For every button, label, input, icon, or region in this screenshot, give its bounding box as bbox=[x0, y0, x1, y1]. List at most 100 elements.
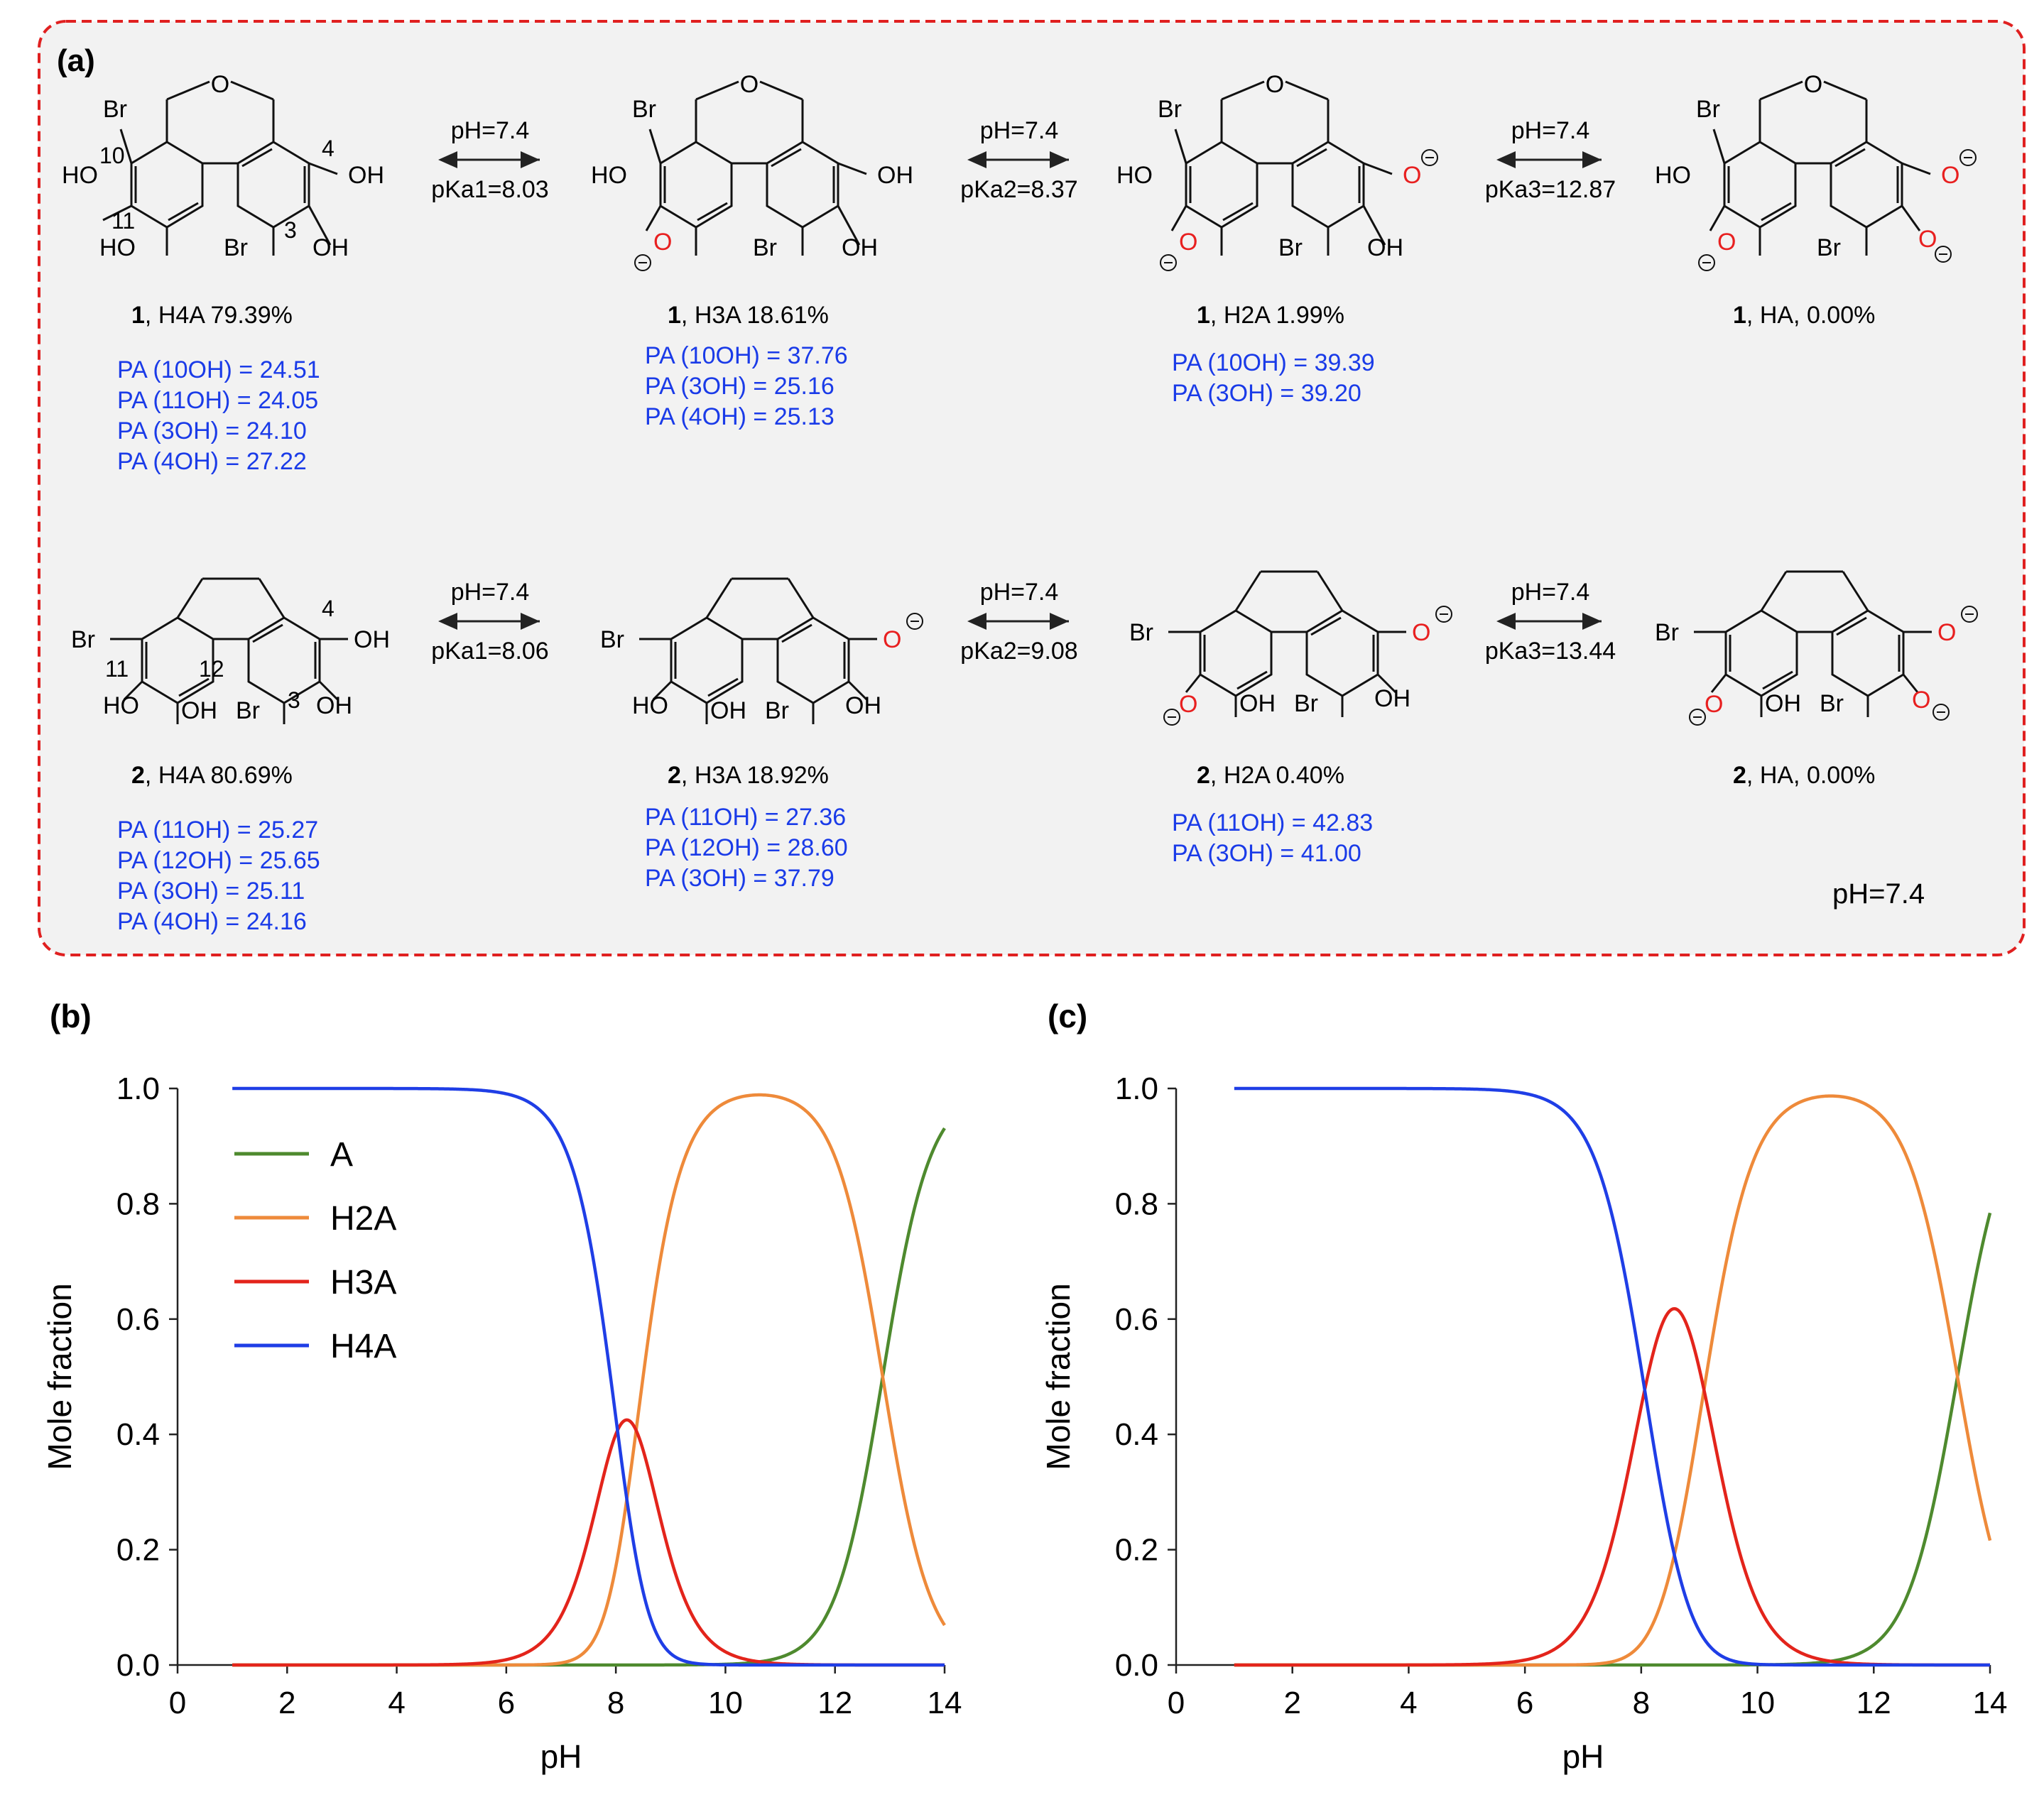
x-tick-label: 8 bbox=[607, 1686, 624, 1720]
pa-value: PA (3OH) = 41.00 bbox=[1172, 840, 1361, 867]
position-label: 10 bbox=[99, 143, 125, 168]
eq-ph: pH=7.4 bbox=[1511, 579, 1590, 606]
panel-c: (c) 0.0 0.2 0.4 0.6 0.8 1.0 0 2 4 6 8 10 12 14 pH Mole … bbox=[1040, 998, 2007, 1775]
eq-pka: pKa3=13.44 bbox=[1485, 638, 1616, 665]
oh-label: OH bbox=[316, 692, 352, 719]
pa-value: PA (3OH) = 25.11 bbox=[117, 878, 305, 905]
legend-label-a: A bbox=[330, 1136, 353, 1174]
br-label: Br bbox=[236, 697, 260, 724]
panel-b: (b) 0.0 0.2 0.4 0.6 0.8 1.0 0 2 4 6 8 10 12 14 pH Mole … bbox=[41, 998, 962, 1775]
br-label: Br bbox=[1696, 96, 1720, 123]
x-tick-label: 4 bbox=[388, 1686, 405, 1720]
x-tick-label: 14 bbox=[1973, 1686, 2008, 1720]
anion-oxygen: O bbox=[1918, 226, 1937, 253]
ring-oxygen: O bbox=[1804, 71, 1822, 98]
br-label: Br bbox=[753, 234, 777, 261]
x-tick-label: 14 bbox=[928, 1686, 962, 1720]
y-tick-label: 0.4 bbox=[116, 1417, 160, 1452]
pa-value: PA (10OH) = 39.39 bbox=[1172, 349, 1375, 376]
y-tick-label: 0.4 bbox=[1115, 1417, 1158, 1452]
br-label: Br bbox=[1817, 234, 1841, 261]
anion-oxygen: O bbox=[1412, 619, 1430, 646]
pa-value: PA (11OH) = 24.05 bbox=[117, 387, 318, 414]
y-tick-label: 0.0 bbox=[116, 1648, 160, 1683]
eq-pka: pKa1=8.06 bbox=[431, 638, 548, 665]
series-line-h3a bbox=[1234, 1306, 1991, 1667]
pa-value: PA (4OH) = 25.13 bbox=[645, 403, 835, 430]
series-line-h2a bbox=[1234, 1094, 1992, 1667]
y-tick-label: 1.0 bbox=[1115, 1071, 1158, 1106]
pa-value: PA (11OH) = 27.36 bbox=[645, 804, 846, 831]
br-label: Br bbox=[632, 96, 656, 123]
x-tick-label: 0 bbox=[169, 1686, 186, 1720]
position-label: 3 bbox=[284, 217, 297, 243]
ring-oxygen: O bbox=[740, 71, 759, 98]
series-line-h4a bbox=[1234, 1086, 1991, 1667]
anion-oxygen: O bbox=[883, 626, 901, 653]
br-label: Br bbox=[224, 234, 248, 261]
y-tick-label: 0.2 bbox=[1115, 1533, 1158, 1568]
pa-value: PA (10OH) = 24.51 bbox=[117, 356, 320, 383]
equilibrium-2-1: pH=7.4 pKa1=8.06 bbox=[431, 579, 548, 665]
pa-list-2-h3a: PA (11OH) = 27.36 PA (12OH) = 28.60 PA (… bbox=[645, 804, 848, 892]
y-axis-label: Mole fraction bbox=[41, 1283, 78, 1470]
anion-oxygen: O bbox=[653, 229, 672, 256]
ph-note: pH=7.4 bbox=[1832, 878, 1925, 910]
oh-label: OH bbox=[1765, 690, 1801, 717]
y-tick-label: 0.8 bbox=[1115, 1186, 1158, 1221]
series-line-h3a bbox=[232, 1418, 945, 1667]
x-tick-label: 4 bbox=[1400, 1686, 1417, 1720]
ho-label: HO bbox=[1116, 162, 1153, 189]
structure-1-ha: O Br HO O Br O O bbox=[1655, 71, 1977, 271]
br-label: Br bbox=[1820, 690, 1844, 717]
oh-label: OH bbox=[312, 234, 349, 261]
panel-c-label: (c) bbox=[1048, 998, 1087, 1034]
eq-ph: pH=7.4 bbox=[980, 579, 1059, 606]
x-tick-label: 0 bbox=[1168, 1686, 1185, 1720]
x-axis-label: pH bbox=[1562, 1738, 1604, 1775]
species-caption: 1, H3A 18.61% bbox=[668, 302, 829, 329]
oh-label: OH bbox=[1239, 690, 1276, 717]
eq-pka: pKa2=9.08 bbox=[960, 638, 1077, 665]
pa-list-1-h3a: PA (10OH) = 37.76 PA (3OH) = 25.16 PA (4… bbox=[645, 342, 848, 430]
x-tick-label: 2 bbox=[278, 1686, 295, 1720]
series-line-a bbox=[1234, 1212, 1992, 1667]
y-axis-label: Mole fraction bbox=[1040, 1283, 1077, 1470]
y-tick-label: 0.6 bbox=[116, 1302, 160, 1337]
equilibrium-2-2: pH=7.4 pKa2=9.08 bbox=[960, 579, 1077, 665]
y-tick-label: 1.0 bbox=[116, 1071, 160, 1106]
anion-oxygen: O bbox=[1179, 229, 1197, 256]
oh-label: OH bbox=[181, 697, 217, 724]
y-tick-label: 0.2 bbox=[116, 1533, 160, 1568]
legend-label-h3a: H3A bbox=[330, 1264, 396, 1301]
equilibrium-1-2: pH=7.4 pKa2=8.37 bbox=[960, 117, 1077, 203]
x-tick-label: 10 bbox=[708, 1686, 743, 1720]
br-label: Br bbox=[71, 626, 95, 653]
oh-label: OH bbox=[1374, 685, 1410, 712]
oh-label: OH bbox=[842, 234, 878, 261]
ho-label: HO bbox=[1655, 162, 1691, 189]
equilibrium-1-3: pH=7.4 pKa3=12.87 bbox=[1485, 117, 1616, 203]
oh-label: OH bbox=[348, 162, 384, 189]
position-label: 4 bbox=[322, 596, 335, 621]
pa-list-1-h2a: PA (10OH) = 39.39 PA (3OH) = 39.20 bbox=[1172, 349, 1375, 407]
pa-value: PA (4OH) = 24.16 bbox=[117, 908, 307, 935]
br-label: Br bbox=[1158, 96, 1182, 123]
position-label: 12 bbox=[199, 656, 224, 682]
ring-oxygen: O bbox=[1266, 71, 1284, 98]
pa-list-2-h2a: PA (11OH) = 42.83 PA (3OH) = 41.00 bbox=[1172, 809, 1373, 867]
species-caption: 2, H4A 80.69% bbox=[131, 762, 293, 789]
species-caption: 1, H4A 79.39% bbox=[131, 302, 293, 329]
oh-label: OH bbox=[877, 162, 913, 189]
br-label: Br bbox=[600, 626, 624, 653]
x-tick-label: 10 bbox=[1740, 1686, 1775, 1720]
ho-label: HO bbox=[591, 162, 627, 189]
equilibrium-1-1: pH=7.4 pKa1=8.03 bbox=[431, 117, 548, 203]
mole-fraction-chart-2: 0.0 0.2 0.4 0.6 0.8 1.0 0 2 4 6 8 10 12 14 pH Mole frac… bbox=[1040, 1071, 2007, 1775]
panel-a-frame bbox=[38, 20, 2026, 956]
species-caption: 1, H2A 1.99% bbox=[1197, 302, 1344, 329]
anion-oxygen: O bbox=[1912, 687, 1930, 714]
pa-list-2-h4a: PA (11OH) = 25.27 PA (12OH) = 25.65 PA (… bbox=[117, 817, 320, 935]
position-label: 11 bbox=[105, 656, 129, 682]
pa-value: PA (3OH) = 37.79 bbox=[645, 865, 835, 892]
